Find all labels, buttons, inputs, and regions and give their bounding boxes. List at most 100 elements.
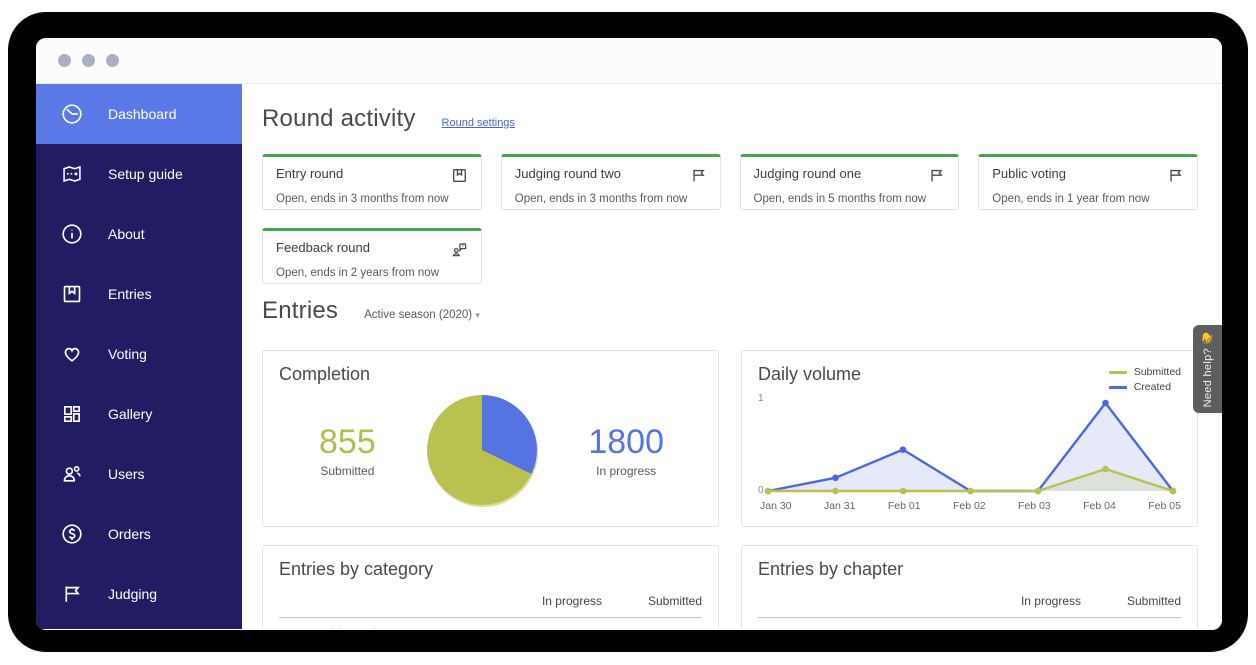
chevron-down-icon: ▾ xyxy=(475,310,480,320)
table-row: Typographic Design 6 12 xyxy=(279,618,702,629)
x-axis-labels: Jan 30 Jan 31 Feb 01 Feb 02 Feb 03 Feb 04 Feb … xyxy=(760,500,1181,512)
sidebar-item-orders[interactable]: Orders xyxy=(36,504,242,564)
sidebar-item-label: About xyxy=(108,226,145,242)
in-progress-value: 1800 xyxy=(588,422,664,461)
round-card-title: Judging round two xyxy=(514,166,621,181)
main-content: Round activity Round settings Entry roun… xyxy=(242,84,1222,629)
season-selector[interactable]: Active season (2020) ▾ xyxy=(364,309,480,321)
x-tick-label: Feb 03 xyxy=(1018,500,1051,512)
round-card-title: Judging round one xyxy=(753,166,862,181)
flag-icon xyxy=(61,583,83,605)
sidebar-item-label: Setup guide xyxy=(108,166,183,182)
sidebar-item-setup-guide[interactable]: Setup guide xyxy=(36,144,242,204)
column-header: In progress xyxy=(1020,594,1081,608)
round-card-judging-round-two[interactable]: Judging round two Open, ends in 3 months… xyxy=(500,154,721,210)
in-progress-label: In progress xyxy=(596,463,657,478)
app-window: Dashboard Setup guide About xyxy=(36,38,1222,630)
x-tick-label: Jan 31 xyxy=(823,500,856,512)
sidebar-item-label: Dashboard xyxy=(108,106,177,122)
grid-icon xyxy=(61,403,83,425)
submitted-value: 855 xyxy=(319,422,376,461)
round-card-title: Public voting xyxy=(992,166,1066,181)
submitted-count: 11 xyxy=(1081,627,1181,629)
sidebar: Dashboard Setup guide About xyxy=(36,84,242,629)
bookmark-icon xyxy=(451,167,468,189)
x-tick-label: Feb 02 xyxy=(952,500,986,512)
legend-item-created: Created xyxy=(1108,381,1181,393)
x-tick-label: Feb 01 xyxy=(887,500,921,512)
info-icon xyxy=(61,223,83,245)
sidebar-item-judging[interactable]: Judging xyxy=(36,564,242,624)
submitted-stat: 855 Submitted xyxy=(319,423,376,478)
entries-by-category-title: Entries by category xyxy=(279,559,434,579)
entries-by-category-panel: Entries by category In progress Submitte… xyxy=(262,545,719,629)
sidebar-item-label: Voting xyxy=(108,346,147,362)
legend-item-submitted: Submitted xyxy=(1108,366,1181,378)
sidebar-item-gallery[interactable]: Gallery xyxy=(36,384,242,444)
category-link[interactable]: Typographic Design xyxy=(279,627,472,629)
completion-pie-chart xyxy=(427,395,538,505)
daily-volume-chart: 1 0 Jan 30 Jan 31 Feb 01 Feb 02 Feb 03 Feb 04… xyxy=(758,393,1181,512)
submitted-label: Submitted xyxy=(320,463,375,478)
chart-legend: Submitted Created xyxy=(1108,366,1181,393)
y-tick-label: 0 xyxy=(758,485,764,496)
window-control-dot[interactable] xyxy=(58,54,71,67)
round-card-status: Open, ends in 3 months from now xyxy=(514,193,688,205)
gauge-icon xyxy=(61,103,83,125)
entries-title: Entries xyxy=(262,297,339,324)
table-header: In progress Submitted xyxy=(758,580,1181,618)
daily-volume-panel: Daily volume Submitted Created xyxy=(741,350,1198,527)
x-tick-label: Feb 04 xyxy=(1083,500,1116,512)
users-icon xyxy=(61,463,83,485)
legend-label: Submitted xyxy=(1133,366,1181,378)
heart-icon xyxy=(61,343,83,365)
chapter-link[interactable]: Europe xyxy=(758,627,951,629)
need-help-tab[interactable]: Need help? 👋 xyxy=(1193,325,1222,413)
round-activity-title: Round activity xyxy=(262,105,416,132)
in-progress-stat: 1800 In progress xyxy=(588,423,664,478)
map-icon xyxy=(61,163,83,185)
legend-swatch xyxy=(1108,370,1127,374)
round-card-public-voting[interactable]: Public voting Open, ends in 1 year from … xyxy=(978,154,1198,210)
column-header: Submitted xyxy=(1126,594,1181,608)
table-row: Europe 8 11 xyxy=(758,618,1181,629)
sidebar-item-label: Users xyxy=(108,466,145,482)
round-card-title: Feedback round xyxy=(276,240,370,255)
column-header: In progress xyxy=(541,594,602,608)
round-settings-link[interactable]: Round settings xyxy=(441,117,515,129)
sidebar-item-voting[interactable]: Voting xyxy=(36,324,242,384)
sidebar-item-about[interactable]: About xyxy=(36,204,242,264)
window-control-dot[interactable] xyxy=(82,54,95,67)
entries-by-chapter-title: Entries by chapter xyxy=(758,559,904,579)
round-card-status: Open, ends in 1 year from now xyxy=(992,193,1150,205)
completion-panel: Completion 855 Submitted 1800 In progres… xyxy=(262,350,719,527)
round-card-judging-round-one[interactable]: Judging round one Open, ends in 5 months… xyxy=(739,154,960,210)
window-controls xyxy=(58,54,119,67)
legend-swatch xyxy=(1108,385,1127,389)
table-header: In progress Submitted xyxy=(279,580,702,618)
window-titlebar xyxy=(36,38,1222,84)
sidebar-item-label: Entries xyxy=(108,286,152,302)
sidebar-item-label: Judging xyxy=(108,586,158,602)
bookmark-icon xyxy=(61,283,83,305)
need-help-label: Need help? 👋 xyxy=(1202,330,1214,408)
window-control-dot[interactable] xyxy=(106,54,119,67)
sidebar-item-entries[interactable]: Entries xyxy=(36,264,242,324)
completion-title: Completion xyxy=(279,364,371,384)
sidebar-item-label: Orders xyxy=(108,526,151,542)
round-card-feedback-round[interactable]: Feedback round Open, ends in 2 years fro… xyxy=(262,228,482,284)
sidebar-item-users[interactable]: Users xyxy=(36,444,242,504)
round-card-status: Open, ends in 3 months from now xyxy=(276,193,449,205)
column-header: Submitted xyxy=(647,594,702,608)
sidebar-item-dashboard[interactable]: Dashboard xyxy=(36,84,242,144)
x-tick-label: Feb 05 xyxy=(1148,500,1181,512)
dollar-icon xyxy=(61,523,83,545)
round-card-status: Open, ends in 5 months from now xyxy=(753,193,927,205)
x-tick-label: Jan 30 xyxy=(760,500,792,512)
feedback-icon xyxy=(451,241,468,263)
round-card-status: Open, ends in 2 years from now xyxy=(276,267,439,279)
round-card-entry-round[interactable]: Entry round Open, ends in 3 months from … xyxy=(262,154,482,210)
y-tick-label: 1 xyxy=(758,393,764,404)
flag-icon xyxy=(928,167,945,189)
